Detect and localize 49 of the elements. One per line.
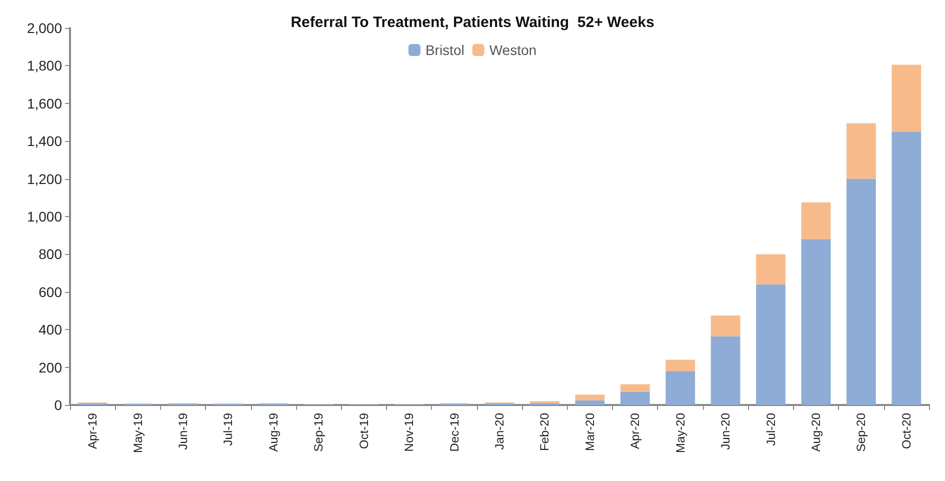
y-tick-label: 1,800 — [26, 58, 62, 74]
x-tick-label: Sep-19 — [312, 412, 326, 452]
x-tick-label: Apr-20 — [628, 412, 642, 450]
y-tick-label: 0 — [54, 397, 62, 413]
y-tick-label: 1,000 — [26, 208, 62, 224]
y-tick-label: 200 — [38, 359, 62, 376]
legend-label: Weston — [489, 42, 537, 58]
x-tick-label: Jul-19 — [221, 412, 236, 446]
bar — [666, 371, 696, 405]
y-tick-label: 1,200 — [26, 170, 62, 187]
bar — [892, 64, 922, 132]
x-tick-label: Oct-19 — [356, 412, 371, 450]
y-tick-label: 400 — [38, 322, 62, 338]
x-tick-label: Feb-20 — [538, 412, 552, 452]
chart-title: Referral To Treatment, Patients Waiting 52+ Weeks — [290, 14, 654, 31]
x-tick-label: Oct-20 — [899, 412, 914, 450]
bar — [710, 336, 740, 405]
x-tick-label: Jun-19 — [176, 412, 190, 450]
y-tick-label: 600 — [38, 284, 62, 300]
y-tick-label: 2,000 — [26, 20, 62, 36]
bar — [756, 254, 786, 284]
bar — [575, 394, 605, 400]
x-tick-label: Nov-19 — [402, 412, 416, 452]
x-tick-label: May-19 — [130, 412, 145, 454]
x-tick-label: Jun-20 — [718, 412, 733, 450]
bar — [710, 315, 740, 336]
bar — [801, 202, 831, 240]
y-tick-label: 1,600 — [26, 95, 62, 112]
bar — [892, 132, 922, 405]
x-tick-label: May-20 — [673, 412, 688, 454]
x-tick-label: Aug-19 — [266, 412, 280, 452]
x-tick-label: Aug-20 — [808, 412, 823, 452]
legend-label: Bristol — [425, 42, 464, 58]
bar — [620, 392, 650, 405]
bar — [756, 284, 786, 405]
bar — [846, 123, 876, 179]
y-tick-label: 1,400 — [26, 133, 62, 150]
bar — [801, 239, 831, 405]
x-tick-label: Sep-20 — [854, 412, 868, 452]
y-tick-label: 800 — [38, 246, 62, 262]
bar — [846, 178, 876, 405]
x-tick-label: Mar-20 — [582, 412, 597, 452]
x-tick-label: Jul-20 — [764, 412, 778, 446]
bar — [666, 360, 696, 372]
x-tick-label: Dec-19 — [447, 412, 462, 452]
bar — [620, 384, 650, 392]
bar — [575, 400, 605, 405]
x-tick-label: Jan-20 — [492, 412, 506, 450]
x-tick-label: Apr-19 — [86, 412, 100, 450]
